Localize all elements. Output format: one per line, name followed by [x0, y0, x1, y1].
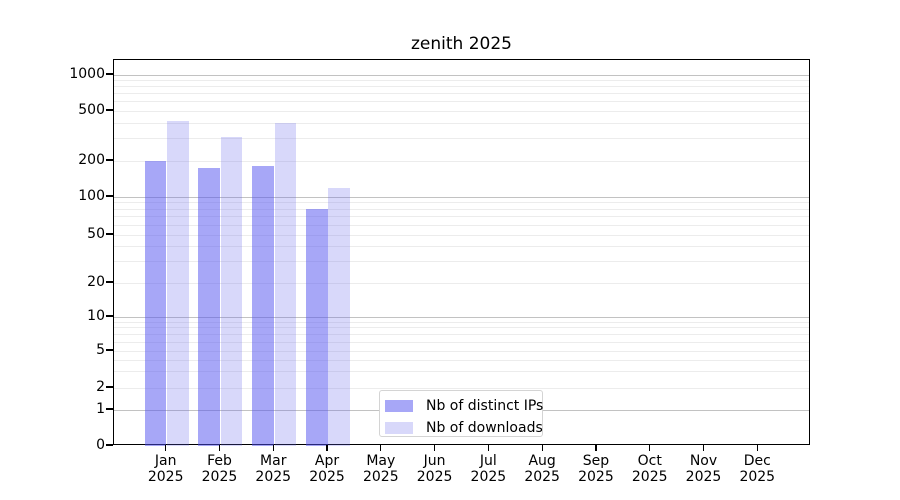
gridline-minor-300 [114, 138, 809, 140]
y-tick-label-0: 0 [96, 437, 105, 453]
x-tick-mark-sep [595, 445, 597, 451]
x-tick-label-jul: Jul 2025 [470, 453, 507, 485]
bar-downloads-feb [220, 137, 243, 446]
y-tick-mark-50 [106, 233, 113, 235]
x-tick-label-jan: Jan 2025 [147, 453, 184, 485]
bar-downloads-mar [274, 123, 297, 446]
x-tick-label-oct: Oct 2025 [631, 453, 668, 485]
x-tick-label-feb: Feb 2025 [201, 453, 238, 485]
gridline-minor-200 [114, 160, 809, 162]
gridline-minor-8 [114, 327, 809, 329]
gridline-minor-50 [114, 234, 809, 236]
y-tick-label-100: 100 [78, 188, 105, 204]
y-tick-label-1000: 1000 [69, 66, 105, 82]
gridline-minor-30 [114, 261, 809, 263]
gridline-major-1000 [114, 74, 809, 76]
x-tick-mark-feb [218, 445, 221, 451]
y-tick-mark-20 [106, 281, 113, 283]
y-tick-mark-0 [106, 444, 113, 446]
bar-distinct-ips-jan [144, 161, 167, 446]
gridline-minor-90 [114, 202, 809, 204]
x-tick-label-jun: Jun 2025 [416, 453, 453, 485]
bar-distinct-ips-mar [252, 166, 274, 446]
x-tick-label-nov: Nov 2025 [685, 453, 722, 485]
x-tick-mark-jun [434, 445, 436, 451]
x-tick-mark-mar [272, 445, 274, 451]
gridline-minor-20 [114, 282, 809, 284]
chart-title: zenith 2025 [411, 34, 512, 54]
y-tick-mark-2 [106, 386, 113, 388]
x-tick-mark-jul [487, 445, 489, 451]
gridline-major-10 [114, 316, 809, 318]
y-tick-mark-100 [106, 195, 113, 197]
legend-swatch-distinct-ips-icon [385, 400, 413, 412]
y-tick-label-500: 500 [78, 102, 105, 118]
y-tick-mark-500 [106, 109, 113, 111]
gridline-minor-4 [114, 359, 809, 361]
y-tick-mark-1000 [106, 73, 113, 75]
legend-label-distinct-ips: Nb of distinct IPs [426, 398, 544, 414]
y-tick-mark-10 [106, 315, 113, 317]
gridline-minor-7 [114, 333, 809, 335]
gridline-minor-700 [114, 93, 809, 95]
y-tick-label-10: 10 [87, 308, 105, 324]
bar-downloads-jan [167, 121, 189, 446]
gridline-minor-80 [114, 208, 809, 210]
gridline-minor-60 [114, 224, 809, 226]
gridline-minor-70 [114, 216, 809, 218]
y-tick-label-200: 200 [78, 152, 105, 168]
x-tick-label-may: May 2025 [362, 453, 399, 485]
x-tick-label-aug: Aug 2025 [524, 453, 560, 485]
y-tick-mark-5 [106, 349, 113, 351]
x-tick-mark-nov [702, 445, 705, 451]
gridline-minor-400 [114, 122, 809, 124]
legend-label-downloads: Nb of downloads [426, 420, 543, 436]
gridline-minor-5 [114, 350, 809, 352]
gridline-minor-6 [114, 341, 809, 343]
x-tick-mark-oct [649, 445, 651, 451]
legend-item-distinct-ips: Nb of distinct IPs [385, 398, 543, 414]
gridline-minor-600 [114, 101, 809, 103]
plot-area [113, 59, 810, 446]
gridline-minor-800 [114, 86, 809, 88]
y-tick-label-20: 20 [87, 274, 105, 290]
x-tick-label-mar: Mar 2025 [255, 453, 292, 485]
gridline-minor-2 [114, 387, 809, 389]
x-tick-mark-jan [165, 445, 167, 451]
x-tick-mark-may [380, 445, 382, 451]
x-tick-mark-dec [756, 445, 758, 451]
gridline-minor-9 [114, 321, 809, 323]
gridline-minor-3 [114, 371, 809, 373]
bar-downloads-apr [328, 187, 351, 446]
x-tick-mark-aug [541, 445, 543, 451]
y-tick-label-5: 5 [96, 342, 105, 358]
y-tick-mark-200 [106, 159, 113, 161]
gridline-minor-500 [114, 110, 809, 112]
x-tick-label-apr: Apr 2025 [309, 453, 345, 485]
y-tick-label-1: 1 [96, 401, 105, 417]
y-tick-mark-1 [106, 408, 113, 410]
x-tick-mark-apr [326, 445, 328, 451]
legend-swatch-downloads-icon [385, 422, 413, 434]
y-tick-label-50: 50 [87, 226, 105, 242]
x-tick-label-sep: Sep 2025 [578, 453, 614, 485]
bar-distinct-ips-feb [198, 167, 221, 446]
gridline-minor-40 [114, 246, 809, 248]
legend-item-downloads: Nb of downloads [385, 420, 543, 436]
gridline-major-100 [114, 196, 809, 198]
bar-distinct-ips-apr [306, 209, 328, 446]
y-tick-label-2: 2 [96, 379, 105, 395]
gridline-minor-900 [114, 79, 809, 81]
legend: Nb of distinct IPs Nb of downloads [379, 390, 543, 437]
x-tick-label-dec: Dec 2025 [739, 453, 776, 485]
